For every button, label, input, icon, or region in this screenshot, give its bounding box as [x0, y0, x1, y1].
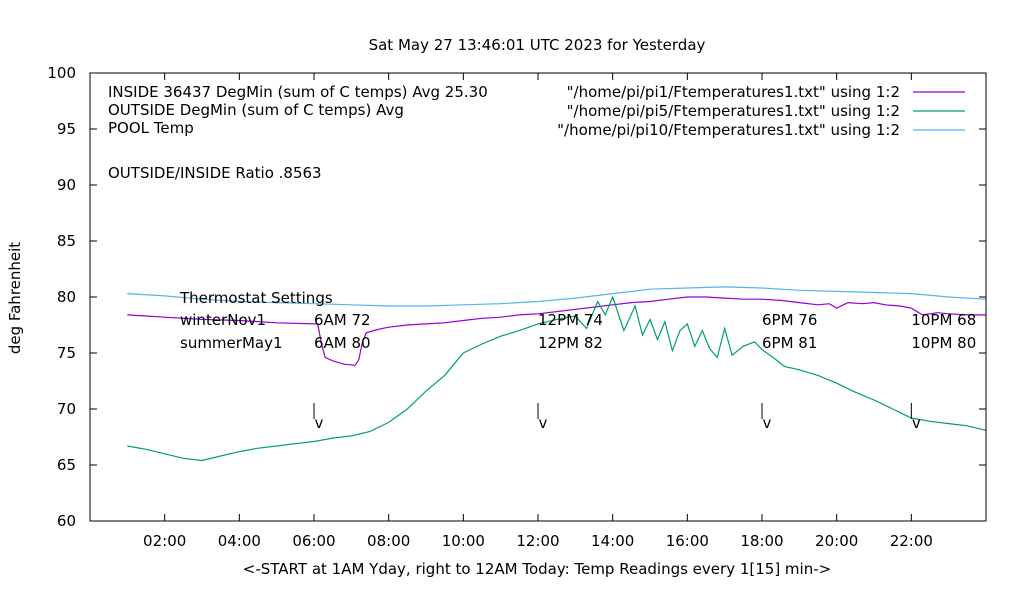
y-tick-label: 80 — [57, 288, 76, 306]
x-tick-label: 20:00 — [815, 532, 858, 550]
x-tick-label: 10:00 — [442, 532, 485, 550]
setting-time-marker-label: v — [763, 414, 772, 432]
thermostat-setting: 6AM 80 — [314, 334, 371, 352]
x-tick-label: 22:00 — [890, 532, 933, 550]
header-outside-line: OUTSIDE DegMin (sum of C temps) Avg — [108, 101, 404, 119]
chart-title: Sat May 27 13:46:01 UTC 2023 for Yesterd… — [369, 36, 706, 54]
thermostat-setting: 10PM 80 — [911, 334, 976, 352]
legend-outside-label: "/home/pi/pi5/Ftemperatures1.txt" using … — [567, 102, 900, 120]
axes: 60 65 70 75 80 85 90 95 100 02:00 04:00 06:00 08:00 1… — [47, 64, 987, 550]
y-tick-label: 95 — [57, 120, 76, 138]
y-axis-label: deg Fahrenheit — [6, 242, 24, 354]
x-tick-label: 12:00 — [516, 532, 559, 550]
y-tick-label: 100 — [47, 64, 76, 82]
x-tick-label: 06:00 — [292, 532, 335, 550]
thermostat-setting: 6AM 72 — [314, 311, 371, 329]
header-pool-line: POOL Temp — [108, 119, 194, 137]
pool-temp-line — [127, 286, 987, 307]
thermostat-setting: 6PM 81 — [762, 334, 817, 352]
legend-pool-label: "/home/pi/pi10/Ftemperatures1.txt" using… — [557, 121, 900, 139]
thermostat-row-label: winterNov1 — [180, 311, 266, 329]
y-tick-label: 60 — [57, 512, 76, 530]
outside-temp-line — [127, 295, 987, 462]
thermostat-row-label: summerMay1 — [180, 334, 283, 352]
setting-time-marker-label: v — [912, 414, 921, 432]
thermostat-setting: 12PM 74 — [538, 311, 603, 329]
legend-inside-label: "/home/pi/pi1/Ftemperatures1.txt" using … — [567, 83, 900, 101]
x-tick-label: 08:00 — [367, 532, 410, 550]
y-tick-label: 75 — [57, 344, 76, 362]
x-tick-label: 14:00 — [591, 532, 634, 550]
inside-temp-line — [127, 296, 986, 366]
thermostat-setting: 12PM 82 — [538, 334, 603, 352]
y-tick-label: 90 — [57, 176, 76, 194]
y-tick-label: 65 — [57, 456, 76, 474]
header-inside-line: INSIDE 36437 DegMin (sum of C temps) Avg… — [108, 83, 488, 101]
x-tick-label: 16:00 — [666, 532, 709, 550]
setting-time-marker-label: v — [539, 414, 548, 432]
x-tick-label: 18:00 — [740, 532, 783, 550]
setting-time-marker-label: v — [315, 414, 324, 432]
plot-area — [127, 286, 987, 462]
x-axis-label: <-START at 1AM Yday, right to 12AM Today… — [243, 560, 831, 578]
header-ratio-line: OUTSIDE/INSIDE Ratio .8563 — [108, 164, 322, 182]
y-tick-label: 70 — [57, 400, 76, 418]
thermostat-setting: 10PM 68 — [911, 311, 976, 329]
x-tick-label: 02:00 — [143, 532, 186, 550]
thermostat-title: Thermostat Settings — [179, 289, 333, 307]
y-tick-label: 85 — [57, 232, 76, 250]
annotations: Sat May 27 13:46:01 UTC 2023 for Yesterd… — [6, 36, 831, 578]
legend: "/home/pi/pi1/Ftemperatures1.txt" using … — [557, 83, 965, 139]
thermostat-setting: 6PM 76 — [762, 311, 817, 329]
thermostat-settings: winterNov1 6AM 72 12PM 74 6PM 76 10PM 68 summ… — [180, 311, 976, 432]
x-tick-label: 04:00 — [218, 532, 261, 550]
